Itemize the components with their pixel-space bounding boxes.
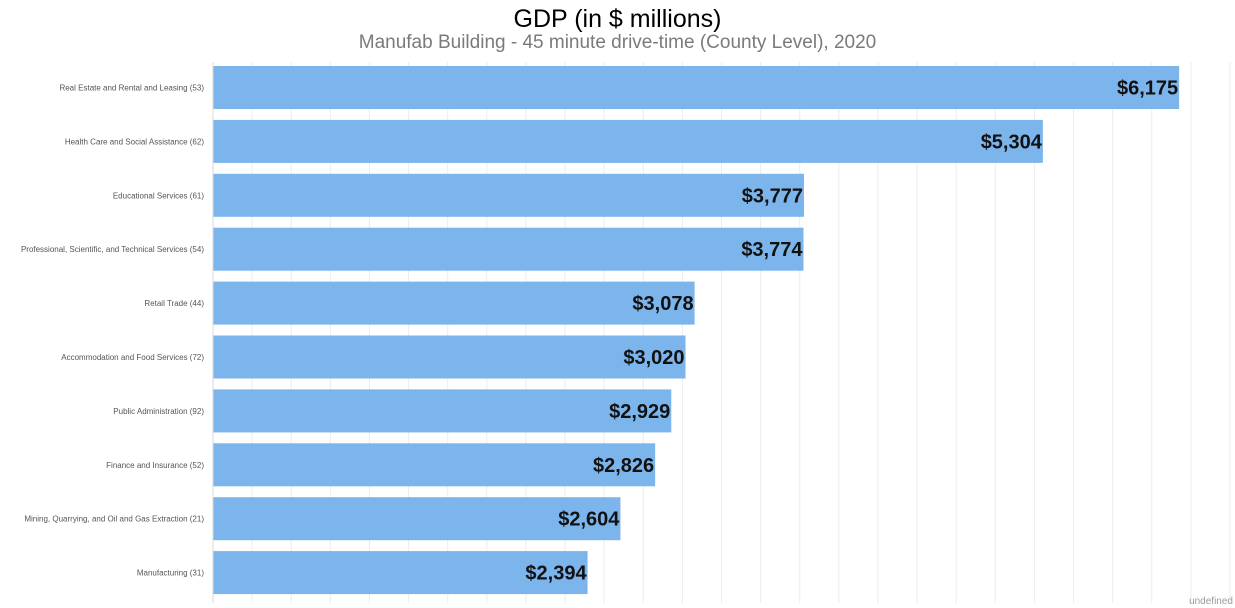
category-label: Public Administration (92) — [113, 407, 204, 416]
bar — [213, 551, 588, 595]
data-label: $3,078 — [632, 293, 693, 315]
category-label: Educational Services (61) — [113, 191, 204, 200]
bar — [213, 335, 686, 379]
chart-subtitle: Manufab Building - 45 minute drive-time … — [358, 32, 877, 53]
data-label: $3,020 — [623, 347, 684, 369]
bar — [213, 227, 804, 271]
category-label: Accommodation and Food Services (72) — [61, 353, 204, 362]
axis-footer-label: undefined — [1189, 596, 1233, 607]
category-label: Retail Trade (44) — [144, 299, 204, 308]
bar — [213, 281, 695, 325]
bar — [213, 443, 656, 487]
bar — [213, 119, 1043, 163]
bar — [213, 389, 672, 433]
category-label: Mining, Quarrying, and Oil and Gas Extra… — [24, 515, 204, 524]
bar — [213, 497, 621, 541]
category-label: Real Estate and Rental and Leasing (53) — [59, 84, 204, 93]
category-label: Professional, Scientific, and Technical … — [21, 245, 204, 254]
bar — [213, 66, 1180, 109]
bar — [213, 173, 804, 217]
category-label: Finance and Insurance (52) — [106, 461, 204, 470]
data-label: $6,175 — [1117, 78, 1178, 100]
data-label: $3,774 — [741, 239, 803, 261]
data-label: $5,304 — [981, 131, 1043, 153]
data-label: $3,777 — [742, 185, 803, 207]
data-label: $2,826 — [593, 455, 654, 477]
category-label: Manufacturing (31) — [137, 569, 204, 578]
chart-title: GDP (in $ millions) — [513, 5, 722, 33]
category-label: Health Care and Social Assistance (62) — [65, 137, 205, 146]
data-label: $2,929 — [609, 401, 670, 423]
data-label: $2,394 — [525, 563, 587, 585]
data-label: $2,604 — [558, 509, 620, 531]
